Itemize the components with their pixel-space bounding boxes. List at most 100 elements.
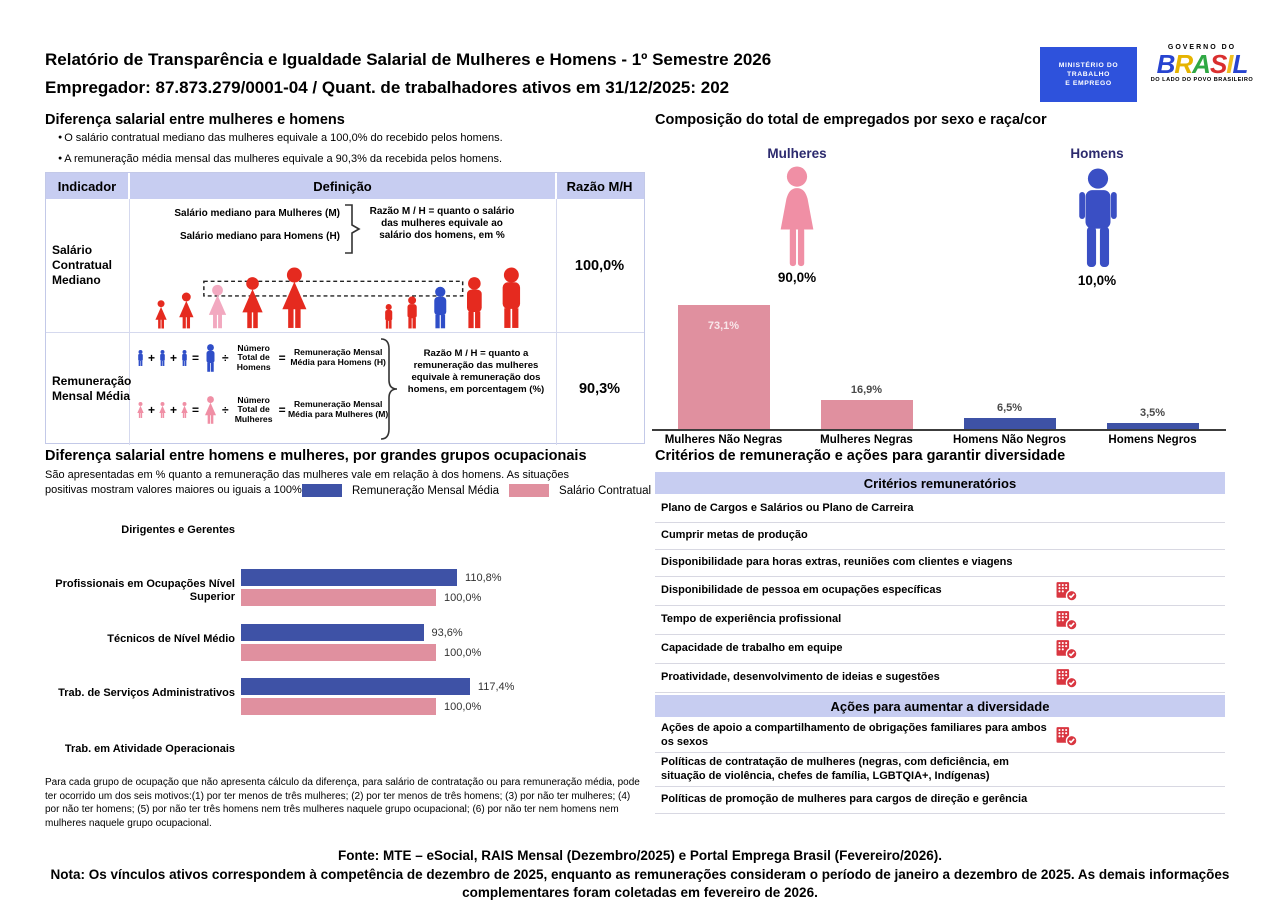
table-row: Ações de apoio a compartilhamento de obr… [655, 719, 1225, 753]
brace-icon [380, 338, 398, 440]
criteria-label: Plano de Cargos e Salários ou Plano de C… [661, 502, 914, 515]
mte-logo-line: E EMPREGO [1065, 80, 1112, 87]
women-average-formula: + + = ÷ Número Total de Mulheres = Remun… [135, 395, 389, 425]
table-row: Tempo de experiência profissional [655, 606, 1225, 635]
legend-swatch-pink [509, 484, 550, 497]
brasil-letter: S [1209, 49, 1227, 79]
bar-row: 100,0% [241, 589, 481, 606]
indicator-name: Remuneração Mensal Média [46, 333, 131, 445]
page-title: Relatório de Transparência e Igualdade S… [45, 46, 771, 102]
bar-row: 100,0% [241, 644, 481, 661]
bar-value-label: 100,0% [444, 591, 482, 604]
gov-logo-bottom-text: DO LADO DO POVO BRASILEIRO [1150, 77, 1254, 83]
brasil-letter: L [1232, 49, 1249, 79]
female-icon [780, 166, 814, 267]
man-icon [206, 344, 215, 372]
category-label: Trab. de Serviços Administrativos [58, 687, 235, 699]
woman-icon [137, 401, 144, 418]
man-icon [182, 349, 187, 366]
mte-logo-line: TRABALHO [1067, 71, 1110, 78]
table-row: Políticas de contratação de mulheres (ne… [655, 753, 1225, 787]
bar-value-label: 73,1% [707, 319, 740, 332]
bar-value-label: 16,9% [850, 384, 883, 397]
man-icon [138, 349, 143, 366]
female-group-label: Mulheres [767, 146, 827, 161]
table-row: Plano de Cargos e Salários ou Plano de C… [655, 496, 1225, 523]
occupation-title: Diferença salarial entre homens e mulher… [45, 448, 587, 464]
bracket-icon [345, 204, 361, 254]
table-row: Salário Contratual Mediano Salário media… [46, 199, 644, 332]
median-men-label: Salário mediano para Homens (H) [179, 231, 340, 242]
brasil-letter: B [1156, 49, 1176, 79]
bar-row: 100,0% [241, 698, 481, 715]
company-check-icon [1056, 726, 1078, 747]
source-line: Fonte: MTE – eSocial, RAIS Mensal (Dezem… [338, 848, 942, 863]
bar [241, 678, 470, 695]
category-label: Homens Não Negros [952, 434, 1067, 446]
composition-title: Composição do total de empregados por se… [655, 112, 1047, 128]
criteria-label: Políticas de contratação de mulheres (ne… [661, 756, 1009, 782]
title-line-2: Empregador: 87.873.279/0001-04 / Quant. … [45, 78, 730, 97]
men-average-formula: + + = ÷ Número Total de Homens = Remuner… [135, 343, 389, 373]
bar [963, 417, 1056, 429]
rem-mulheres-label: Remuneração Mensal Média para Mulheres (… [288, 399, 389, 419]
woman-icon [159, 401, 166, 418]
brasil-letter: A [1192, 49, 1211, 79]
rem-homens-label: Remuneração Mensal Média para Homens (H) [290, 347, 386, 367]
bar [241, 624, 424, 641]
brasil-letter: R [1174, 49, 1193, 79]
category-label: Dirigentes e Gerentes [121, 524, 235, 536]
note-line: Nota: Os vínculos ativos correspondem à … [50, 867, 1230, 900]
col-indicador: Indicador [46, 173, 130, 199]
criteria-label: Tempo de experiência profissional [661, 613, 842, 626]
male-percentage: 10,0% [1077, 273, 1117, 288]
table-row: Proatividade, desenvolvimento de ideias … [655, 664, 1225, 693]
median-women-label: Salário mediano para Mulheres (M) [174, 208, 340, 219]
definition-cell: Salário mediano para Mulheres (M) Salári… [130, 199, 557, 332]
num-mulheres-label: Número Total de Mulheres [234, 394, 273, 424]
criteria-label: Ações de apoio a compartilhamento de obr… [661, 722, 1047, 748]
brasil-letter: I [1226, 49, 1233, 79]
bar-row: 117,4% [241, 678, 514, 695]
category-label: Técnicos de Nível Médio [107, 633, 235, 645]
criteria-label: Cumprir metas de produção [661, 529, 808, 542]
bar [1106, 423, 1199, 429]
ratio-note: Razão M / H = quanto a remuneração das m… [407, 348, 545, 395]
criteria-label: Disponibilidade para horas extras, reuni… [661, 556, 1013, 569]
bar-row: 110,8% [241, 569, 502, 586]
bar [241, 644, 436, 661]
bar-value-label: 100,0% [444, 700, 482, 713]
num-homens-label: Número Total de Homens [236, 342, 271, 372]
category-label: Homens Negros [1108, 434, 1197, 446]
criteria-label: Disponibilidade de pessoa em ocupações e… [661, 584, 942, 597]
bar-row: 93,6% [241, 624, 463, 641]
col-razao: Razão M/H [566, 178, 633, 194]
category-label: Profissionais em Ocupações Nível Superio… [55, 578, 235, 603]
company-check-icon [1056, 611, 1078, 631]
table-row: Políticas de promoção de mulheres para c… [655, 787, 1225, 814]
table-row: Cumprir metas de produção [655, 523, 1225, 550]
occupation-subtitle: São apresentadas em % quanto a remuneraç… [45, 469, 570, 496]
table-row: Remuneração Mensal Média + + = ÷ Número … [46, 332, 644, 445]
male-group-label: Homens [1070, 146, 1124, 161]
bar-value-label: 100,0% [444, 646, 482, 659]
legend-label: Remuneração Mensal Média [352, 484, 500, 497]
male-icon [1079, 168, 1117, 268]
criteria-section-header: Critérios remuneratórios [655, 470, 1225, 496]
criteria-title: Critérios de remuneração e ações para ga… [655, 448, 1066, 464]
criteria-label: Políticas de promoção de mulheres para c… [661, 793, 1028, 806]
indicator-table: Indicador Definição Razão M/H Salário Co… [45, 172, 645, 445]
composition-category-labels: Mulheres Não Negras Mulheres Negras Home… [652, 434, 1226, 446]
bar-value-label: 117,4% [477, 680, 515, 693]
bar [241, 698, 436, 715]
criteria-section-header: Ações para aumentar a diversidade [655, 693, 1225, 719]
gov-logo-top-text: GOVERNO DO [1167, 44, 1237, 51]
category-label: Mulheres Não Negras [664, 434, 783, 446]
gap-bullet-2: A remuneração média mensal das mulheres … [58, 153, 502, 165]
bar-value-label: 6,5% [996, 401, 1023, 414]
governo-brasil-logo: GOVERNO DO BRASIL DO LADO DO POVO BRASIL… [1148, 44, 1256, 83]
composition-bar-chart: 73,1% 16,9% 6,5% 3,5% [652, 298, 1226, 431]
bar [241, 589, 436, 606]
company-check-icon [1056, 669, 1078, 689]
